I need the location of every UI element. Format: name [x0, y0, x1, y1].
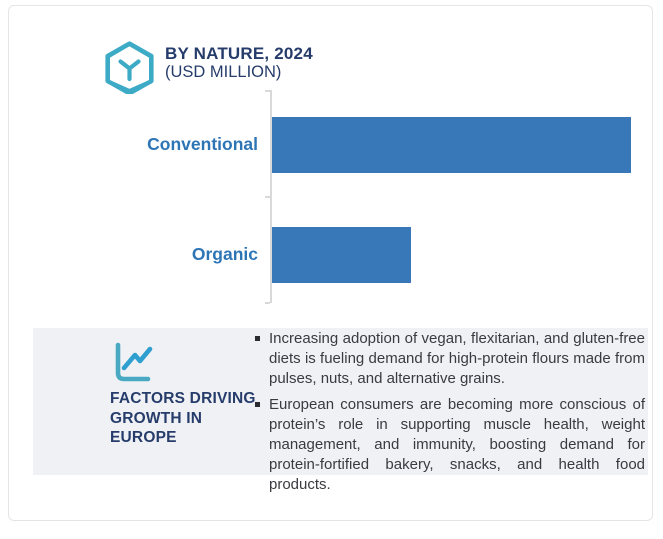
bullet-square-icon [255, 402, 260, 407]
bullet-text: European consumers are becoming more con… [269, 396, 645, 493]
bullet-square-icon [255, 336, 260, 341]
chart-title: BY NATURE, 2024 [165, 44, 313, 63]
bullet-item: Increasing adoption of vegan, flexitaria… [253, 329, 645, 389]
factors-panel-background [33, 328, 648, 475]
bar-organic [272, 227, 411, 283]
axis-tick [265, 302, 270, 304]
category-label-organic: Organic [191, 244, 258, 264]
factors-heading-line: GROWTH IN [110, 409, 203, 427]
axis-tick [265, 196, 270, 198]
factors-heading-line: FACTORS DRIVING [110, 390, 256, 407]
bullet-text: Increasing adoption of vegan, flexitaria… [269, 330, 645, 387]
axis-tick [265, 90, 270, 92]
bar-conventional [272, 117, 631, 173]
y-axis-line [270, 90, 272, 303]
factors-heading: FACTORS DRIVING GROWTH IN EUROPE [110, 389, 270, 448]
cube-hexagon-icon [105, 41, 154, 94]
line-chart-icon [115, 342, 153, 382]
chart-subtitle: (USD MILLION) [165, 63, 282, 81]
factors-bullet-list: Increasing adoption of vegan, flexitaria… [253, 329, 645, 501]
factors-heading-line: EUROPE [110, 429, 177, 446]
bullet-item: European consumers are becoming more con… [253, 395, 645, 495]
category-label-conventional: Conventional [147, 134, 258, 154]
